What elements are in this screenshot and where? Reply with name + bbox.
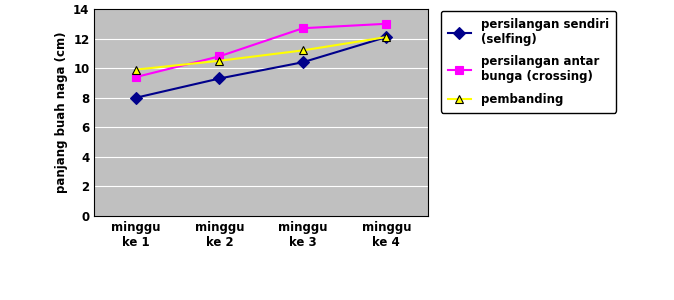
pembanding xyxy=(216,59,224,62)
persilangan antar
bunga (crossing) xyxy=(216,55,224,58)
persilangan sendiri
(selfing) xyxy=(132,96,140,100)
Line: persilangan antar
bunga (crossing): persilangan antar bunga (crossing) xyxy=(132,20,390,81)
Y-axis label: panjang buah naga (cm): panjang buah naga (cm) xyxy=(55,32,67,193)
persilangan antar
bunga (crossing) xyxy=(299,26,307,30)
persilangan sendiri
(selfing) xyxy=(382,35,390,39)
Line: pembanding: pembanding xyxy=(132,33,390,74)
persilangan sendiri
(selfing) xyxy=(216,77,224,80)
Line: persilangan sendiri
(selfing): persilangan sendiri (selfing) xyxy=(132,33,390,102)
persilangan antar
bunga (crossing) xyxy=(382,22,390,26)
pembanding xyxy=(132,68,140,71)
pembanding xyxy=(382,35,390,39)
persilangan antar
bunga (crossing) xyxy=(132,75,140,79)
persilangan sendiri
(selfing) xyxy=(299,60,307,64)
Legend: persilangan sendiri
(selfing), persilangan antar
bunga (crossing), pembanding: persilangan sendiri (selfing), persilang… xyxy=(441,11,616,113)
pembanding xyxy=(299,49,307,52)
